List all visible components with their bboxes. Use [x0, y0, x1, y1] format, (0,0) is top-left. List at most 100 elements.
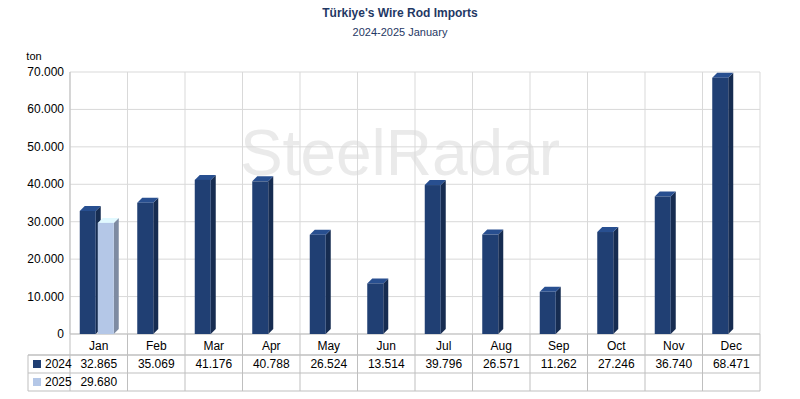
- tick-label: 10.000: [27, 290, 64, 304]
- bar: [597, 227, 618, 334]
- table-line: [28, 355, 760, 356]
- bar-top: [597, 227, 618, 232]
- bar: [195, 175, 216, 334]
- data-label: 11.262: [541, 357, 577, 371]
- bar-front: [425, 185, 441, 334]
- tick-label: 50.000: [27, 140, 64, 154]
- bar-side: [498, 230, 503, 334]
- bar: [80, 206, 101, 334]
- bar-front: [597, 232, 613, 334]
- bar-top: [655, 191, 676, 196]
- category-separator: [702, 72, 703, 334]
- data-label: 29.680: [80, 375, 117, 389]
- bar-top: [98, 218, 119, 223]
- category-separator: [70, 72, 71, 334]
- category-separator: [185, 72, 186, 334]
- tick-label: 70.000: [27, 65, 64, 79]
- legend-swatch: [33, 378, 41, 386]
- bar-top: [137, 198, 158, 203]
- category-label: Jun: [377, 339, 396, 353]
- bar-top: [712, 73, 733, 78]
- table-line: [645, 334, 646, 391]
- bar-side: [671, 191, 676, 334]
- legend-label: 2024: [45, 357, 72, 371]
- data-label: 68.471: [713, 357, 750, 371]
- bar: [655, 191, 676, 334]
- bar-front: [252, 181, 268, 334]
- category-label: Apr: [262, 339, 281, 353]
- legend-label: 2025: [45, 375, 72, 389]
- bar-front: [195, 180, 211, 334]
- bar-side: [153, 198, 158, 334]
- table-line: [300, 334, 301, 391]
- bar: [425, 180, 446, 334]
- category-label: Nov: [663, 339, 684, 353]
- table-line: [28, 391, 760, 392]
- tick-label: 30.000: [27, 215, 64, 229]
- category-separator: [300, 72, 301, 334]
- bar-top: [252, 176, 273, 181]
- data-label: 41.176: [195, 357, 232, 371]
- bar-front: [310, 235, 326, 334]
- category-label: Jul: [436, 339, 451, 353]
- data-label: 36.740: [655, 357, 692, 371]
- bar-top: [310, 230, 331, 235]
- data-label: 27.246: [598, 357, 635, 371]
- category-label: Dec: [721, 339, 742, 353]
- table-line: [242, 334, 243, 391]
- bar-top: [540, 287, 561, 292]
- table-line: [415, 334, 416, 391]
- tick-label: 20.000: [27, 252, 64, 266]
- chart: SteelRadarTürkiye's Wire Rod Imports2024…: [0, 0, 800, 399]
- bar-side: [211, 175, 216, 334]
- category-separator: [415, 72, 416, 334]
- category-label: Feb: [146, 339, 167, 353]
- table-line: [530, 334, 531, 391]
- category-separator: [127, 72, 128, 334]
- bar-side: [556, 287, 561, 334]
- legend-swatch: [33, 360, 41, 368]
- table-line: [357, 334, 358, 391]
- category-separator: [760, 72, 761, 334]
- table-line: [28, 373, 760, 374]
- table-line: [28, 355, 29, 391]
- category-separator: [357, 72, 358, 334]
- bar-front: [137, 203, 153, 334]
- table-line: [28, 355, 760, 356]
- category-label: Jan: [89, 339, 108, 353]
- table-line: [587, 334, 588, 391]
- bar-front: [540, 292, 556, 334]
- y-axis-label: ton: [26, 50, 41, 62]
- tick-label: 60.000: [27, 102, 64, 116]
- data-label: 35.069: [138, 357, 175, 371]
- bar-side: [613, 227, 618, 334]
- data-label: 13.514: [368, 357, 405, 371]
- table-line: [472, 334, 473, 391]
- category-label: Oct: [607, 339, 626, 353]
- bar-front: [98, 223, 114, 334]
- watermark: SteelRadar: [240, 117, 560, 189]
- bar-side: [383, 278, 388, 334]
- bars: [80, 73, 734, 334]
- bar: [540, 287, 561, 334]
- table-line: [702, 334, 703, 391]
- tick-label: 0: [57, 327, 64, 341]
- category-separator: [472, 72, 473, 334]
- bar-front: [367, 283, 383, 334]
- category-label: Aug: [491, 339, 512, 353]
- data-label: 26.571: [483, 357, 520, 371]
- bar-side: [326, 230, 331, 334]
- bar: [712, 73, 733, 334]
- data-label: 40.788: [253, 357, 290, 371]
- bar-side: [114, 218, 119, 334]
- table-line: [760, 334, 761, 391]
- bar-top: [80, 206, 101, 211]
- bar-side: [441, 180, 446, 334]
- bar-side: [268, 176, 273, 334]
- category-label: Mar: [203, 339, 224, 353]
- bar-front: [482, 235, 498, 334]
- bar-top: [482, 230, 503, 235]
- category-separator: [645, 72, 646, 334]
- bar: [137, 198, 158, 334]
- table-line: [127, 334, 128, 391]
